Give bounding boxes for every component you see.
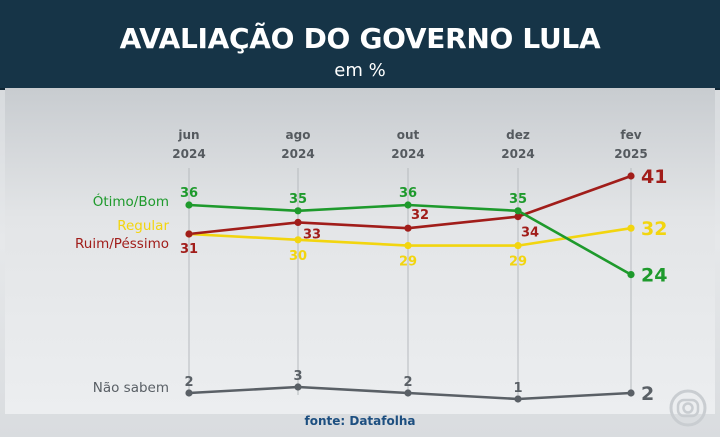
- point-nao-sabem-2: [404, 389, 412, 397]
- tv-logo-icon: [669, 389, 707, 427]
- data-label-ruim-pessimo-0: 31: [180, 242, 198, 257]
- data-label-otimo-bom-4: 24: [641, 265, 667, 287]
- data-label-regular-1: 30: [289, 249, 307, 264]
- x-tick-year-3: 2024: [501, 147, 534, 161]
- data-label-regular-3: 29: [509, 255, 527, 270]
- x-tick-month-1: ago: [286, 128, 311, 142]
- x-tick-month-2: out: [397, 128, 420, 142]
- x-tick-year-4: 2025: [614, 147, 647, 161]
- point-nao-sabem-4: [627, 389, 635, 397]
- data-label-otimo-bom-1: 35: [289, 192, 307, 207]
- chart-subtitle: em %: [334, 60, 386, 81]
- data-label-ruim-pessimo-2: 32: [411, 208, 429, 223]
- data-label-ruim-pessimo-4: 41: [641, 166, 667, 188]
- point-otimo-bom-0: [185, 201, 193, 209]
- point-ruim-pessimo-2: [404, 224, 412, 232]
- x-tick-year-1: 2024: [281, 147, 314, 161]
- source-note: fonte: Datafolha: [304, 414, 416, 428]
- data-label-regular-2: 29: [399, 255, 417, 270]
- chart-header: AVALIAÇÃO DO GOVERNO LULA em %: [0, 0, 720, 90]
- point-regular-4: [627, 224, 635, 232]
- legend-label-otimo-bom: Ótimo/Bom: [93, 192, 169, 210]
- x-tick-month-3: dez: [506, 128, 530, 142]
- data-label-otimo-bom-2: 36: [399, 186, 417, 201]
- point-regular-2: [404, 242, 412, 250]
- data-label-otimo-bom-3: 35: [509, 192, 527, 207]
- x-tick-month-0: jun: [177, 128, 199, 142]
- data-label-nao-sabem-1: 3: [293, 369, 302, 384]
- data-label-nao-sabem-2: 2: [403, 375, 412, 390]
- legend-label-nao-sabem: Não sabem: [93, 380, 169, 396]
- data-label-nao-sabem-0: 2: [184, 375, 193, 390]
- x-tick-month-4: fev: [620, 128, 641, 142]
- point-regular-3: [514, 242, 522, 250]
- data-label-otimo-bom-0: 36: [180, 186, 198, 201]
- point-ruim-pessimo-0: [185, 230, 193, 238]
- point-ruim-pessimo-4: [627, 172, 635, 180]
- point-nao-sabem-0: [185, 389, 193, 397]
- chart-panel: [5, 88, 715, 414]
- legend-label-regular: Regular: [117, 218, 169, 234]
- x-tick-year-2: 2024: [391, 147, 424, 161]
- data-label-ruim-pessimo-3: 34: [521, 226, 539, 241]
- chart-title: AVALIAÇÃO DO GOVERNO LULA: [119, 22, 601, 55]
- point-otimo-bom-1: [294, 207, 302, 215]
- data-label-ruim-pessimo-1: 33: [303, 227, 321, 242]
- legend-label-ruim-pessimo: Ruim/Péssimo: [75, 236, 169, 252]
- data-label-nao-sabem-3: 1: [513, 381, 522, 396]
- data-label-regular-4: 32: [641, 218, 667, 240]
- data-label-nao-sabem-4: 2: [641, 383, 654, 405]
- point-otimo-bom-3: [514, 207, 522, 215]
- point-nao-sabem-1: [294, 383, 302, 391]
- point-otimo-bom-2: [404, 201, 412, 209]
- x-tick-year-0: 2024: [172, 147, 205, 161]
- point-otimo-bom-4: [627, 271, 635, 279]
- point-regular-1: [294, 236, 302, 244]
- point-ruim-pessimo-3: [514, 213, 522, 221]
- point-nao-sabem-3: [514, 395, 522, 403]
- point-ruim-pessimo-1: [294, 218, 302, 226]
